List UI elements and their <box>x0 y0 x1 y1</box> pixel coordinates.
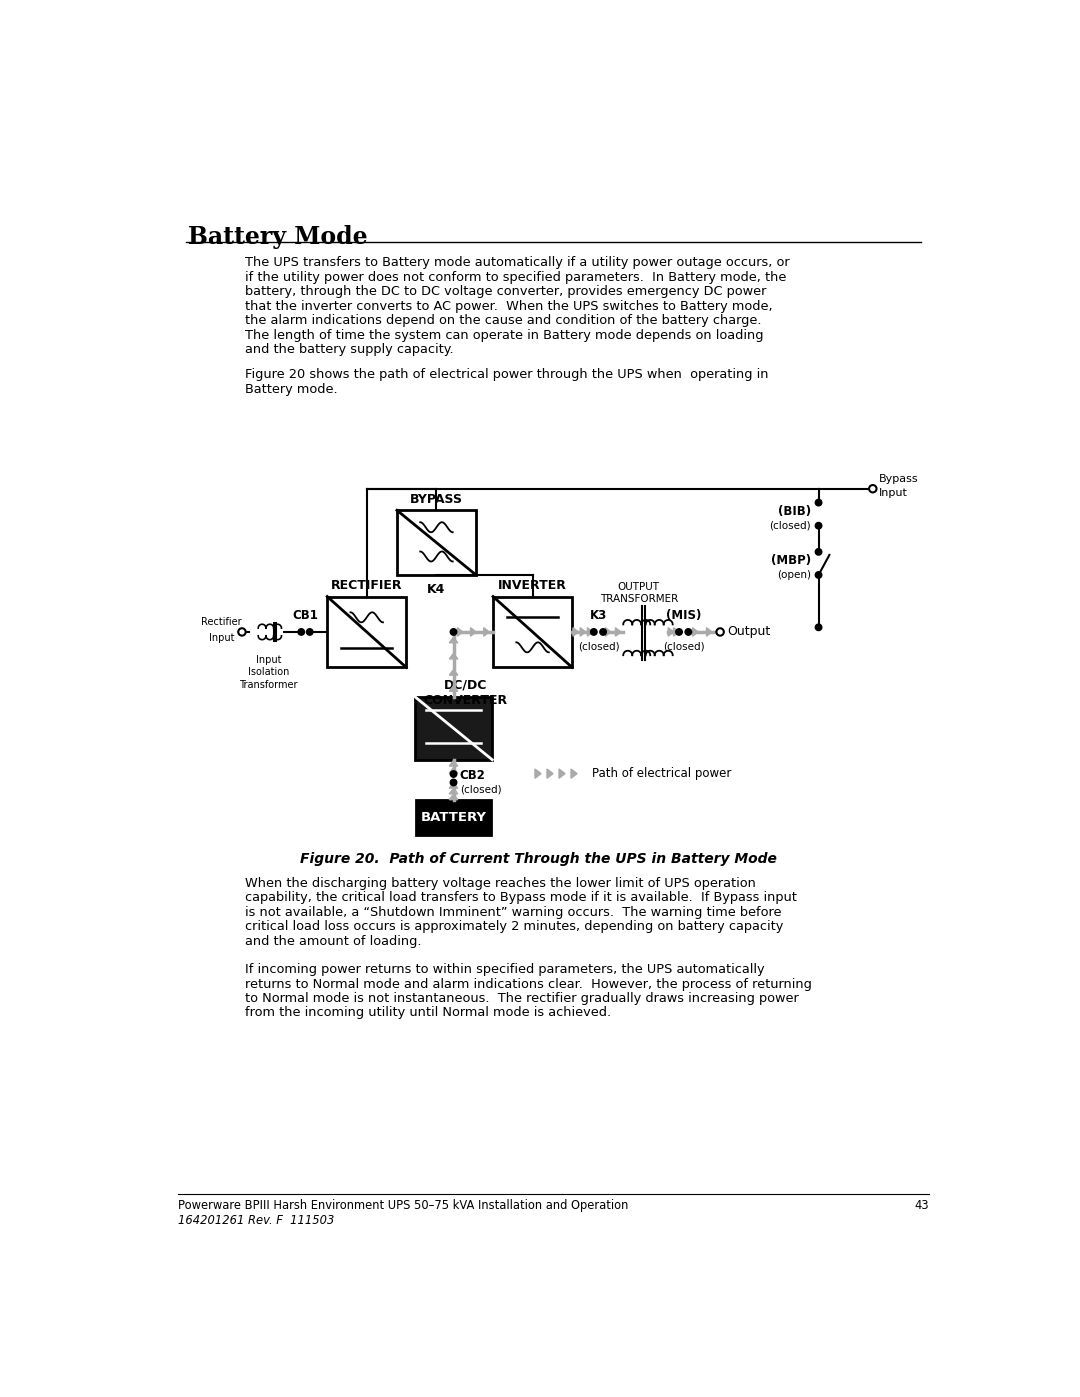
Polygon shape <box>449 760 458 766</box>
Text: K3: K3 <box>590 609 607 622</box>
Polygon shape <box>571 768 577 778</box>
Text: Battery mode.: Battery mode. <box>245 383 338 395</box>
Text: (BIB): (BIB) <box>778 504 811 517</box>
Text: battery, through the DC to DC voltage converter, provides emergency DC power: battery, through the DC to DC voltage co… <box>245 285 767 298</box>
Polygon shape <box>535 768 541 778</box>
Circle shape <box>716 629 724 636</box>
Text: 43: 43 <box>914 1200 929 1213</box>
Polygon shape <box>580 627 585 636</box>
Text: Path of electrical power: Path of electrical power <box>592 767 731 780</box>
Text: the alarm indications depend on the cause and condition of the battery charge.: the alarm indications depend on the caus… <box>245 314 761 327</box>
Polygon shape <box>449 669 458 675</box>
Text: Bypass: Bypass <box>879 474 919 485</box>
Polygon shape <box>588 627 593 636</box>
Polygon shape <box>674 627 679 636</box>
Text: returns to Normal mode and alarm indications clear.  However, the process of ret: returns to Normal mode and alarm indicat… <box>245 978 812 990</box>
Text: The UPS transfers to Battery mode automatically if a utility power outage occurs: The UPS transfers to Battery mode automa… <box>245 256 789 270</box>
Circle shape <box>869 485 877 492</box>
Bar <box>397 510 476 576</box>
Polygon shape <box>449 782 458 788</box>
Polygon shape <box>706 627 712 636</box>
Bar <box>415 697 492 760</box>
Circle shape <box>450 780 457 785</box>
Polygon shape <box>449 768 458 773</box>
Text: is not available, a “Shutdown Imminent” warning occurs.  The warning time before: is not available, a “Shutdown Imminent” … <box>245 905 782 919</box>
Text: Output: Output <box>727 626 770 638</box>
Circle shape <box>599 629 606 636</box>
Circle shape <box>591 629 597 636</box>
Text: When the discharging battery voltage reaches the lower limit of UPS operation: When the discharging battery voltage rea… <box>245 877 756 890</box>
Text: (closed): (closed) <box>769 521 811 531</box>
Bar <box>494 597 572 668</box>
Polygon shape <box>449 637 458 643</box>
Bar <box>416 800 490 835</box>
Polygon shape <box>457 627 463 636</box>
Text: (open): (open) <box>777 570 811 580</box>
Text: and the battery supply capacity.: and the battery supply capacity. <box>245 344 454 356</box>
Text: The length of time the system can operate in Battery mode depends on loading: The length of time the system can operat… <box>245 328 764 342</box>
Text: Powerware BPIII Harsh Environment UPS 50–75 kVA Installation and Operation: Powerware BPIII Harsh Environment UPS 50… <box>178 1200 629 1213</box>
Polygon shape <box>616 627 621 636</box>
Text: CB1: CB1 <box>293 609 319 622</box>
Circle shape <box>676 629 683 636</box>
Text: Figure 20.  Path of Current Through the UPS in Battery Mode: Figure 20. Path of Current Through the U… <box>299 852 777 866</box>
Text: (closed): (closed) <box>663 643 704 652</box>
Text: TRANSFORMER: TRANSFORMER <box>599 594 678 605</box>
Circle shape <box>815 522 822 529</box>
Text: capability, the critical load transfers to Bypass mode if it is available.  If B: capability, the critical load transfers … <box>245 891 797 904</box>
Text: Input: Input <box>879 488 908 497</box>
Polygon shape <box>484 627 489 636</box>
Text: (MIS): (MIS) <box>666 609 701 622</box>
Text: Figure 20 shows the path of electrical power through the UPS when  operating in: Figure 20 shows the path of electrical p… <box>245 369 769 381</box>
Polygon shape <box>546 768 553 778</box>
Text: RECTIFIER: RECTIFIER <box>330 578 403 592</box>
Text: BYPASS: BYPASS <box>410 493 463 506</box>
Polygon shape <box>606 627 611 636</box>
Circle shape <box>815 624 822 630</box>
Text: 164201261 Rev. F  111503: 164201261 Rev. F 111503 <box>178 1214 335 1227</box>
Text: DC/DC: DC/DC <box>444 678 487 692</box>
Text: CB2: CB2 <box>460 768 486 782</box>
Text: critical load loss occurs is approximately 2 minutes, depending on battery capac: critical load loss occurs is approximate… <box>245 921 783 933</box>
Text: and the amount of loading.: and the amount of loading. <box>245 935 421 947</box>
Circle shape <box>298 629 305 636</box>
Text: CONVERTER: CONVERTER <box>423 694 508 707</box>
Text: that the inverter converts to AC power.  When the UPS switches to Battery mode,: that the inverter converts to AC power. … <box>245 299 772 313</box>
Polygon shape <box>449 788 458 793</box>
Text: Input: Input <box>210 633 234 644</box>
Polygon shape <box>669 627 674 636</box>
Text: Rectifier: Rectifier <box>202 617 242 627</box>
Circle shape <box>815 549 822 555</box>
Polygon shape <box>573 627 579 636</box>
Circle shape <box>450 771 457 777</box>
Circle shape <box>815 571 822 578</box>
Text: BATTERY: BATTERY <box>420 812 486 824</box>
Polygon shape <box>471 627 476 636</box>
Text: INVERTER: INVERTER <box>498 578 567 592</box>
Text: (closed): (closed) <box>460 785 501 795</box>
Circle shape <box>307 629 313 636</box>
Text: Battery Mode: Battery Mode <box>188 225 367 250</box>
Text: from the incoming utility until Normal mode is achieved.: from the incoming utility until Normal m… <box>245 1006 611 1020</box>
Polygon shape <box>449 654 458 659</box>
Circle shape <box>685 629 691 636</box>
Text: K4: K4 <box>428 583 446 595</box>
Bar <box>327 597 406 668</box>
Text: to Normal mode is not instantaneous.  The rectifier gradually draws increasing p: to Normal mode is not instantaneous. The… <box>245 992 799 1004</box>
Text: If incoming power returns to within specified parameters, the UPS automatically: If incoming power returns to within spec… <box>245 963 765 977</box>
Text: if the utility power does not conform to specified parameters.  In Battery mode,: if the utility power does not conform to… <box>245 271 786 284</box>
Text: (MBP): (MBP) <box>771 553 811 567</box>
Polygon shape <box>692 627 698 636</box>
Circle shape <box>450 629 457 636</box>
Text: OUTPUT: OUTPUT <box>618 583 660 592</box>
Polygon shape <box>449 793 458 799</box>
Text: Input
Isolation
Transformer: Input Isolation Transformer <box>239 655 298 690</box>
Polygon shape <box>449 686 458 692</box>
Polygon shape <box>559 768 565 778</box>
Text: (closed): (closed) <box>578 643 619 652</box>
Circle shape <box>239 629 245 636</box>
Circle shape <box>815 499 822 506</box>
